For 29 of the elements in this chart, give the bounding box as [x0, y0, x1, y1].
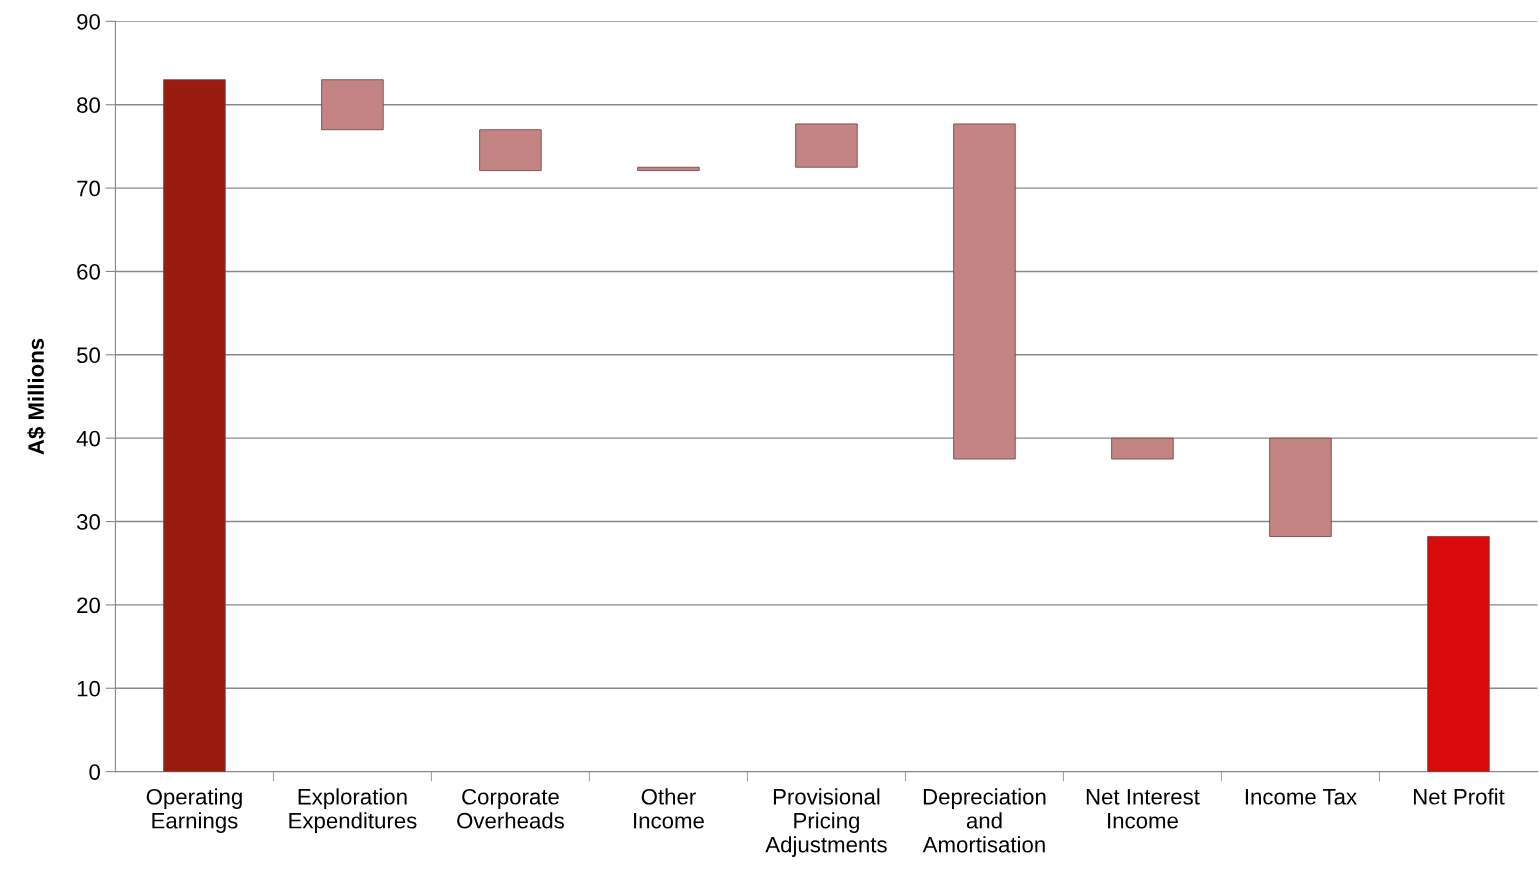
bar: [1427, 536, 1490, 772]
x-tick-label: Income Tax: [1245, 789, 1357, 805]
bar: [163, 79, 226, 772]
y-tick-label: 40: [76, 430, 100, 447]
y-tick-label: 30: [76, 514, 100, 530]
bar: [479, 129, 542, 171]
y-tick-label: 20: [77, 597, 100, 614]
y-tick-label: 60: [77, 263, 100, 280]
y-tick-label: 10: [77, 680, 100, 697]
x-tick-label: Other Income: [634, 788, 704, 829]
y-axis-title: A$ Millions: [27, 338, 46, 455]
x-tick-label: Net Interest Income: [1086, 789, 1200, 829]
y-tick-label: 70: [77, 180, 100, 197]
x-tick-label: Depreciation and Amortisation: [922, 788, 1046, 853]
x-tick-label: Corporate Overheads: [457, 788, 564, 829]
bar: [1111, 437, 1174, 460]
y-tick-label: 90: [77, 13, 100, 30]
y-tick-label: 50: [77, 347, 100, 364]
bar: [953, 123, 1016, 460]
bar: [1269, 437, 1332, 537]
x-tick-label: Provisional Pricing Adjustments: [765, 788, 887, 857]
y-tick-label: 80: [77, 97, 100, 113]
x-tick-label: Exploration Expenditures: [289, 788, 417, 833]
bar: [321, 79, 384, 131]
x-tick-label: Operating Earnings: [146, 788, 242, 833]
x-tick-label: Net Profit: [1413, 788, 1505, 805]
bar: [795, 123, 858, 168]
bar: [637, 166, 700, 171]
y-tick-label: 0: [89, 764, 100, 780]
